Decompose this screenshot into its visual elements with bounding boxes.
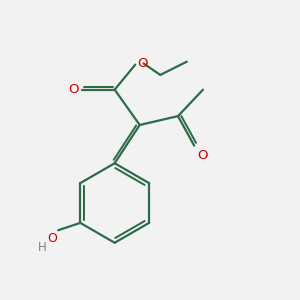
Text: O: O [47, 232, 57, 245]
Text: O: O [197, 148, 208, 161]
Text: O: O [138, 57, 148, 70]
Text: O: O [68, 83, 79, 96]
Text: H: H [38, 242, 46, 254]
